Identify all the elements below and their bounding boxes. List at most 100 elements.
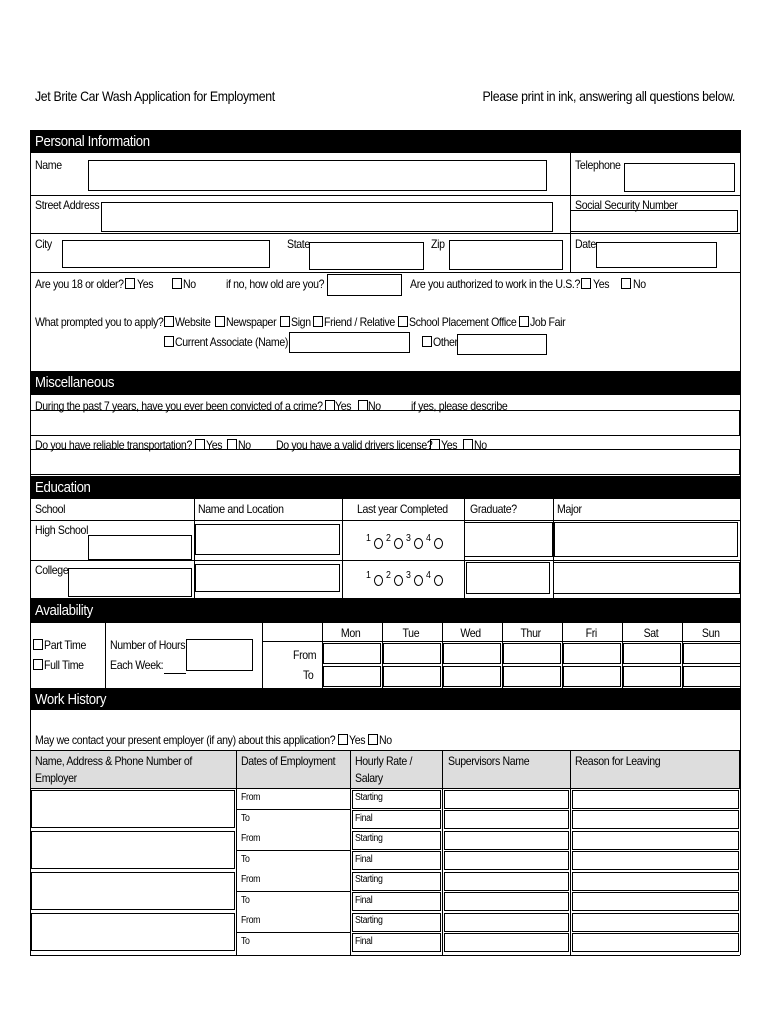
input-box[interactable]	[186, 639, 253, 671]
input-box[interactable]	[88, 160, 547, 191]
checkbox[interactable]	[422, 336, 432, 347]
input-box[interactable]	[68, 568, 192, 597]
rate-box[interactable]	[352, 851, 441, 870]
input-box[interactable]	[623, 643, 681, 664]
checkbox[interactable]	[33, 659, 43, 670]
input-box[interactable]	[444, 810, 569, 829]
rule	[30, 598, 740, 599]
input-box[interactable]	[444, 913, 569, 932]
input-box[interactable]	[563, 643, 621, 664]
input-box[interactable]	[323, 643, 381, 664]
section-bar: Availability	[30, 599, 740, 623]
radio[interactable]	[374, 575, 383, 586]
checkbox[interactable]	[581, 278, 591, 289]
radio[interactable]	[434, 575, 443, 586]
input-box[interactable]	[195, 564, 340, 592]
input-box[interactable]	[444, 851, 569, 870]
input-box[interactable]	[457, 334, 547, 355]
input-box[interactable]	[30, 410, 740, 436]
column-header: Name, Address & Phone Number of Employer	[35, 754, 192, 785]
input-box[interactable]	[572, 872, 739, 891]
checkbox[interactable]	[398, 316, 408, 327]
input-box[interactable]	[289, 332, 410, 353]
input-box[interactable]	[683, 643, 741, 664]
option-label: School Placement Office	[409, 315, 517, 329]
rate-box[interactable]	[352, 872, 441, 891]
rule	[562, 623, 563, 688]
rate-box[interactable]	[352, 892, 441, 911]
input-box[interactable]	[383, 666, 441, 687]
input-box[interactable]	[444, 933, 569, 952]
input-box[interactable]	[572, 933, 739, 952]
input-box[interactable]	[449, 240, 563, 270]
rule	[236, 809, 350, 810]
checkbox[interactable]	[621, 278, 631, 289]
input-box[interactable]	[572, 913, 739, 932]
checkbox[interactable]	[172, 278, 182, 289]
checkbox[interactable]	[368, 734, 378, 745]
input-box[interactable]	[383, 643, 441, 664]
input-box[interactable]	[62, 240, 270, 268]
input-box[interactable]	[683, 666, 741, 687]
input-box[interactable]	[444, 831, 569, 850]
input-box[interactable]	[563, 666, 621, 687]
input-box[interactable]	[503, 666, 561, 687]
radio[interactable]	[434, 538, 443, 549]
input-box[interactable]	[444, 872, 569, 891]
checkbox[interactable]	[338, 734, 348, 745]
date-label: To	[241, 854, 250, 865]
input-box[interactable]	[443, 643, 501, 664]
input-box[interactable]	[503, 643, 561, 664]
column-header: Name and Location	[198, 502, 284, 516]
input-box[interactable]	[443, 666, 501, 687]
input-box[interactable]	[570, 210, 738, 232]
input-box[interactable]	[195, 524, 340, 555]
rule	[30, 955, 740, 956]
radio[interactable]	[374, 538, 383, 549]
radio[interactable]	[414, 575, 423, 586]
checkbox[interactable]	[215, 316, 225, 327]
radio[interactable]	[394, 538, 403, 549]
checkbox[interactable]	[164, 316, 174, 327]
rate-label: Starting	[355, 792, 383, 803]
input-box[interactable]	[464, 522, 553, 557]
checkbox[interactable]	[164, 336, 174, 347]
rate-box[interactable]	[352, 810, 441, 829]
input-box[interactable]	[596, 242, 717, 268]
checkbox[interactable]	[125, 278, 135, 289]
year-label: 2	[386, 570, 391, 581]
radio[interactable]	[394, 575, 403, 586]
input-box[interactable]	[572, 851, 739, 870]
input-box[interactable]	[323, 666, 381, 687]
input-box[interactable]	[624, 163, 735, 192]
input-box[interactable]	[554, 522, 738, 557]
rate-box[interactable]	[352, 913, 441, 932]
input-box[interactable]	[572, 810, 739, 829]
input-box[interactable]	[572, 892, 739, 911]
employer-box[interactable]	[31, 913, 235, 951]
employer-box[interactable]	[31, 872, 235, 910]
rate-box[interactable]	[352, 790, 441, 809]
rate-box[interactable]	[352, 831, 441, 850]
radio[interactable]	[414, 538, 423, 549]
input-box[interactable]	[623, 666, 681, 687]
input-box[interactable]	[553, 562, 740, 594]
employer-box[interactable]	[31, 790, 235, 828]
input-box[interactable]	[444, 892, 569, 911]
employer-box[interactable]	[31, 831, 235, 869]
input-box[interactable]	[327, 274, 402, 296]
checkbox[interactable]	[33, 639, 43, 650]
checkbox[interactable]	[313, 316, 323, 327]
input-box[interactable]	[88, 535, 192, 560]
checkbox[interactable]	[519, 316, 529, 327]
input-box[interactable]	[572, 831, 739, 850]
input-box[interactable]	[101, 202, 553, 232]
input-box[interactable]	[572, 790, 739, 809]
rate-box[interactable]	[352, 933, 441, 952]
input-box[interactable]	[309, 242, 424, 270]
input-box[interactable]	[30, 449, 740, 475]
input-box[interactable]	[466, 562, 550, 594]
year-label: 4	[426, 533, 431, 544]
input-box[interactable]	[444, 790, 569, 809]
checkbox[interactable]	[280, 316, 290, 327]
